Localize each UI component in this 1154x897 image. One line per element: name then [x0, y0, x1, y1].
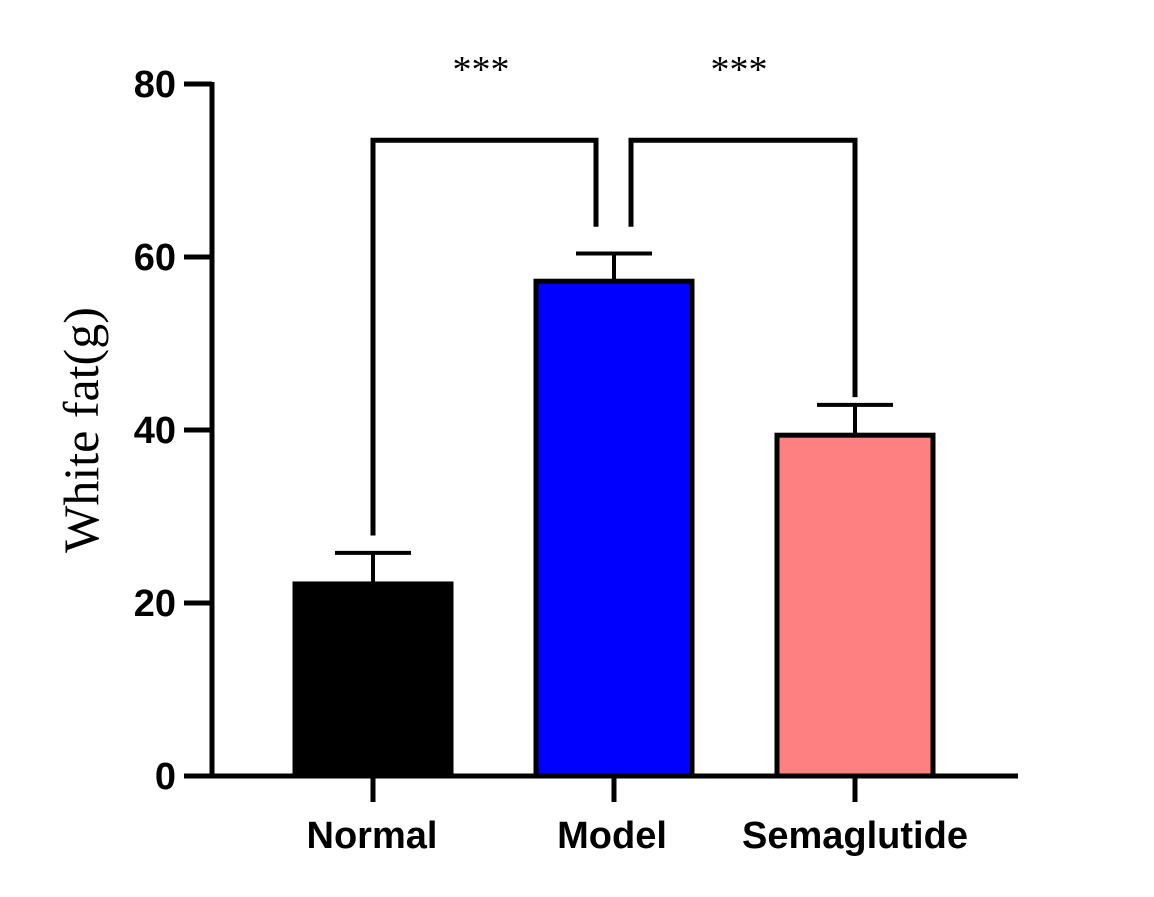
y-tick-label: 80 [134, 64, 176, 106]
significance-label: *** [711, 49, 768, 91]
y-axis-title: White fat(g) [53, 307, 109, 553]
y-tick-label: 40 [134, 410, 176, 452]
y-tick-label: 20 [134, 583, 176, 625]
y-tick-label: 0 [155, 756, 176, 798]
bar-normal [292, 581, 454, 779]
plot-area: 0 20 40 60 80 Normal Model Semaglutide *** *** [134, 49, 1018, 857]
significance-label: *** [453, 49, 510, 91]
y-tick-label: 60 [134, 237, 176, 279]
significance-bracket [370, 137, 599, 536]
bar-model [533, 278, 695, 779]
bar-semaglutide [774, 432, 936, 779]
x-tick-label: Semaglutide [742, 815, 968, 857]
x-tick-label: Model [557, 815, 667, 857]
x-tick-label: Normal [307, 815, 438, 857]
significance-bracket [628, 137, 858, 398]
